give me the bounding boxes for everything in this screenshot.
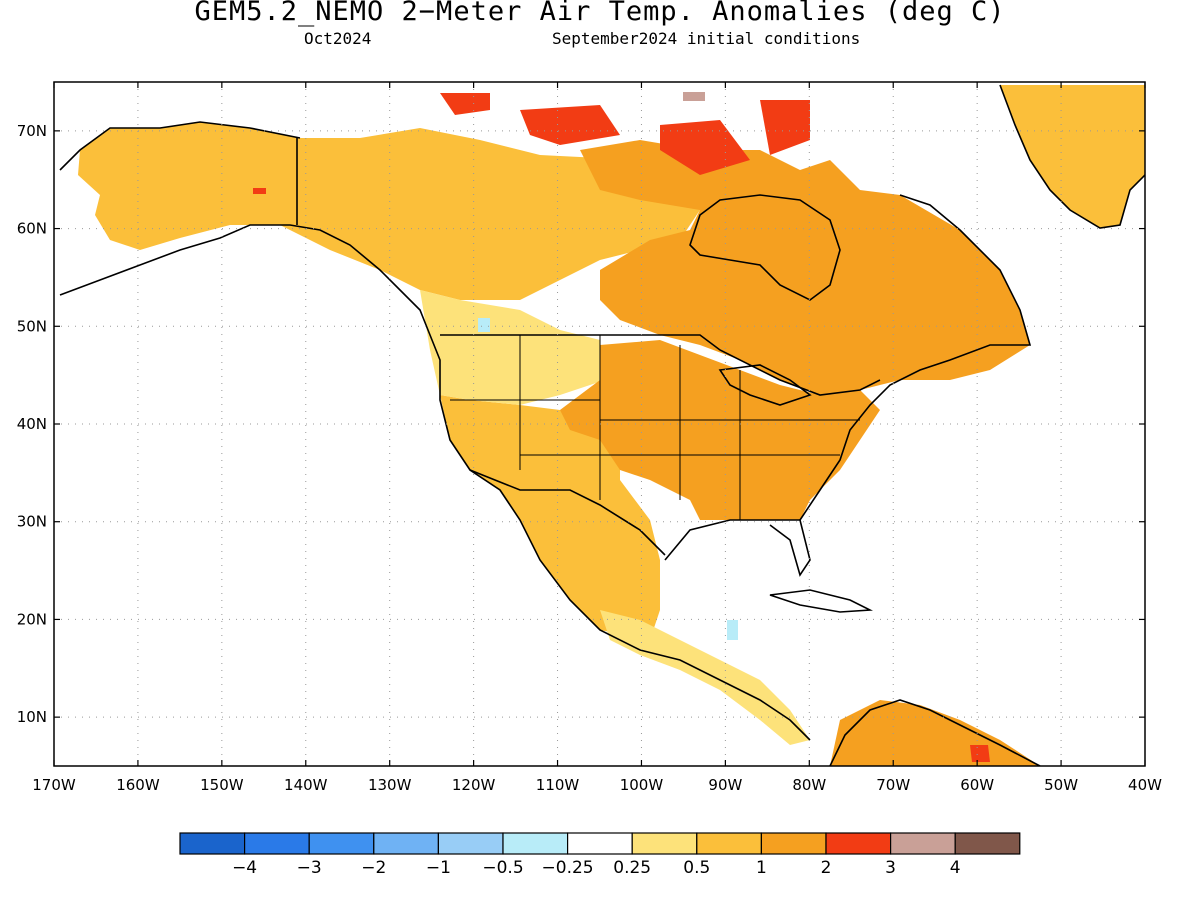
border-us-canada	[440, 334, 881, 396]
colorbar-label: −0.5	[482, 858, 523, 878]
colorbar-label: −4	[232, 858, 257, 878]
colorbar-swatch	[566, 832, 633, 855]
lat-label: 60N	[17, 220, 47, 238]
lon-label: 80W	[792, 776, 826, 794]
anomaly-area-west	[440, 395, 660, 640]
anomaly-area-yucatan-blue	[727, 620, 738, 640]
valid-month-label: Oct2024	[304, 29, 372, 48]
anomaly-area-greenland	[1000, 85, 1145, 228]
colorbar-swatch	[308, 832, 375, 855]
lat-label: 50N	[17, 317, 47, 335]
anomaly-area-south-america	[830, 700, 1040, 766]
anomaly-shading	[78, 85, 1145, 766]
colorbar-swatch	[696, 832, 762, 855]
lon-label: 140W	[284, 776, 328, 794]
colorbar-swatch	[631, 832, 698, 855]
colorbar-swatch	[502, 832, 569, 855]
anomaly-area-arctic-red-2	[520, 105, 620, 145]
anomaly-area-bc-blue	[478, 318, 490, 332]
coastline-south-america	[829, 699, 1041, 766]
lat-label: 10N	[17, 708, 47, 726]
colorbar-label: 1	[756, 858, 767, 878]
anomaly-area-arctic-red-1	[440, 93, 490, 115]
colorbar-label: −2	[361, 858, 386, 878]
map-title: GEM5.2_NEMO 2−Meter Air Temp. Anomalies …	[194, 0, 1006, 27]
anomaly-area-alaska	[78, 122, 700, 300]
colorbar-swatch	[179, 832, 246, 855]
colorbar-swatch	[954, 832, 1021, 855]
colorbar-label: −0.25	[542, 858, 594, 878]
colorbar-swatch	[889, 832, 956, 855]
lon-label: 40W	[1128, 776, 1162, 794]
lon-label: 50W	[1044, 776, 1078, 794]
lon-label: 110W	[536, 776, 580, 794]
anomaly-area-venezuela-red	[970, 745, 990, 762]
border-us-mexico	[469, 469, 666, 556]
coastlines	[59, 84, 1145, 766]
coastline-east	[799, 194, 1032, 521]
lat-label: 70N	[17, 122, 47, 140]
anomaly-area-alaska-red	[253, 188, 266, 194]
lat-label: 30N	[17, 513, 47, 531]
anomaly-area-east-us	[560, 340, 880, 520]
coastline-hudson-bay	[689, 194, 841, 301]
colorbar-label: 4	[950, 858, 961, 878]
lon-label: 120W	[452, 776, 496, 794]
anomaly-area-central-america	[600, 610, 810, 745]
axis-ticks	[53, 82, 1146, 766]
anomaly-area-canada-east	[580, 140, 1030, 395]
lon-label: 170W	[32, 776, 76, 794]
colorbar-label: 0.25	[613, 858, 651, 878]
colorbar-label: −1	[426, 858, 451, 878]
lon-label: 70W	[876, 776, 910, 794]
lat-label: 40N	[17, 415, 47, 433]
lon-label: 60W	[960, 776, 994, 794]
lon-label: 130W	[368, 776, 412, 794]
states-grid	[450, 335, 860, 520]
anomaly-area-northwest	[420, 290, 605, 405]
colorbar-swatch	[373, 832, 439, 855]
lon-label: 150W	[200, 776, 244, 794]
longitude-labels: 170W 160W 150W 140W 130W 120W 110W 100W 90W 80W 70…	[32, 776, 1162, 794]
colorbar-label: 2	[821, 858, 832, 878]
coastline-gulf	[664, 519, 811, 577]
initial-conditions-label: September2024 initial conditions	[552, 29, 861, 48]
colorbar-label: 0.5	[683, 858, 710, 878]
colorbar-swatch	[760, 832, 827, 855]
colorbar-swatch	[244, 832, 310, 855]
lat-label: 20N	[17, 610, 47, 628]
colorbar-label: −3	[297, 858, 322, 878]
colorbar-swatch	[825, 832, 892, 855]
lon-label: 100W	[620, 776, 664, 794]
lon-label: 160W	[116, 776, 160, 794]
coastline-alaska-north	[59, 121, 301, 171]
colorbar: −4 −3 −2 −1 −0.5 −0.25 0.25 0.5 1 2 3 4	[179, 832, 1021, 878]
coastline-cuba	[769, 589, 873, 613]
latitude-labels: 10N 20N 30N 40N 50N 60N 70N	[17, 122, 47, 726]
anomaly-area-arctic-red-4	[760, 100, 810, 155]
coastline-greenland	[999, 84, 1145, 229]
anomaly-area-arctic-brown	[683, 92, 705, 101]
colorbar-label: 3	[885, 858, 896, 878]
anomaly-area-arctic-red-3	[660, 120, 750, 175]
coastline-alaska	[59, 224, 811, 741]
coastline-great-lakes	[718, 364, 812, 406]
colorbar-swatch	[437, 832, 504, 855]
lon-label: 90W	[708, 776, 742, 794]
